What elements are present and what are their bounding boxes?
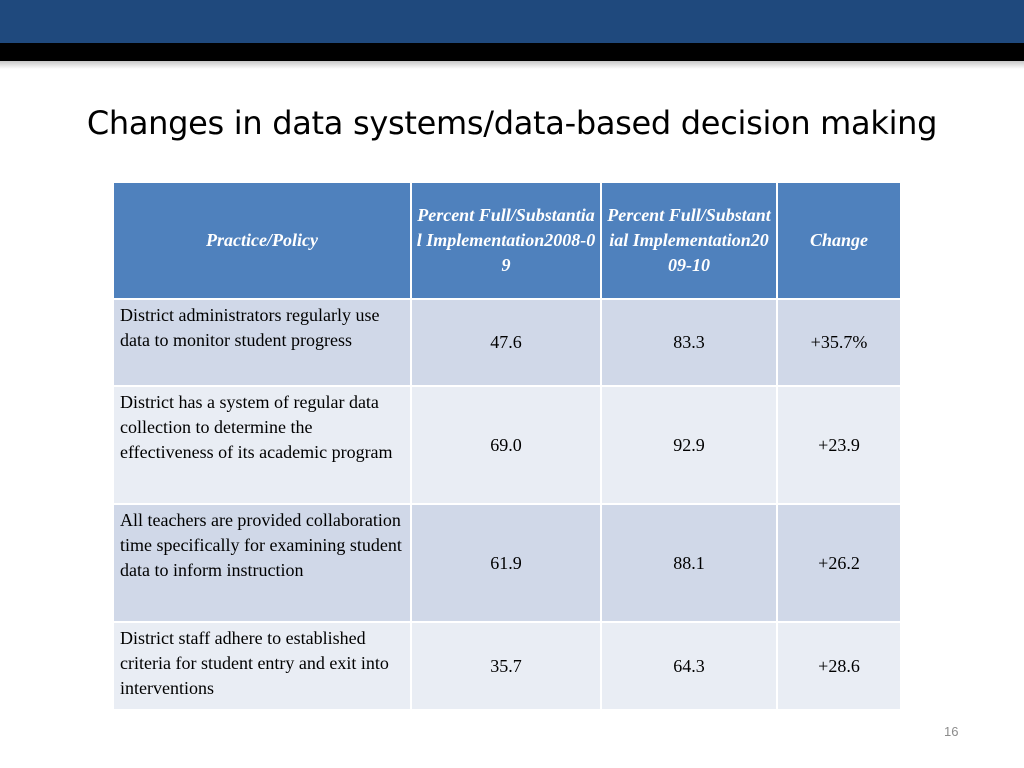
value-2009-10: 88.1 <box>600 503 778 623</box>
slide-title: Changes in data systems/data-based decis… <box>86 104 938 142</box>
top-stripe <box>0 43 1024 61</box>
practice-cell: District has a system of regular data co… <box>112 385 412 505</box>
practice-cell: All teachers are provided collaboration … <box>112 503 412 623</box>
header-practice-policy: Practice/Policy <box>112 181 412 300</box>
value-2008-09: 47.6 <box>410 298 602 387</box>
value-change: +26.2 <box>776 503 902 623</box>
value-2008-09: 61.9 <box>410 503 602 623</box>
practice-cell: District administrators regularly use da… <box>112 298 412 387</box>
value-2008-09: 69.0 <box>410 385 602 505</box>
header-row: Practice/Policy Percent Full/Substantial… <box>112 181 902 300</box>
value-change: +35.7% <box>776 298 902 387</box>
table-row: District staff adhere to established cri… <box>112 621 902 711</box>
table-row: District administrators regularly use da… <box>112 298 902 387</box>
value-change: +23.9 <box>776 385 902 505</box>
top-band <box>0 0 1024 43</box>
value-2008-09: 35.7 <box>410 621 602 711</box>
top-shadow <box>0 61 1024 69</box>
value-2009-10: 64.3 <box>600 621 778 711</box>
practice-cell: District staff adhere to established cri… <box>112 621 412 711</box>
header-change: Change <box>776 181 902 300</box>
header-percent-2009-10: Percent Full/Substantial Implementation2… <box>600 181 778 300</box>
slide-number: 16 <box>944 724 959 739</box>
data-table: Practice/Policy Percent Full/Substantial… <box>112 181 902 711</box>
table-row: All teachers are provided collaboration … <box>112 503 902 623</box>
value-change: +28.6 <box>776 621 902 711</box>
value-2009-10: 83.3 <box>600 298 778 387</box>
value-2009-10: 92.9 <box>600 385 778 505</box>
table-row: District has a system of regular data co… <box>112 385 902 505</box>
header-percent-2008-09: Percent Full/Substantial Implementation2… <box>410 181 602 300</box>
